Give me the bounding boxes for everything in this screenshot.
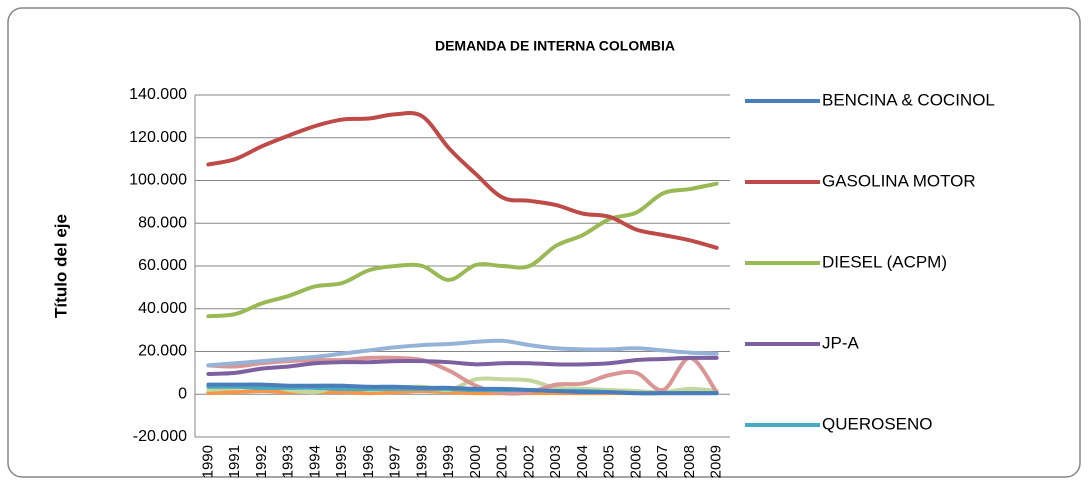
series-line: [206, 111, 719, 250]
legend-label: DIESEL (ACPM): [822, 252, 947, 271]
legend-label: GASOLINA MOTOR: [822, 171, 976, 190]
y-tick-label: 60.000: [138, 257, 187, 274]
series-line: [206, 376, 719, 395]
chart-title: DEMANDA DE INTERNA COLOMBIA: [435, 38, 675, 54]
y-tick-label: 140.000: [129, 86, 187, 103]
x-tick-label: 2009: [708, 445, 725, 478]
x-tick-label: 2005: [601, 445, 618, 478]
x-tick-label: 2001: [494, 445, 511, 478]
x-tick-label: 1992: [253, 445, 270, 478]
y-tick-label: 120.000: [129, 129, 187, 146]
series-line: [206, 181, 719, 319]
x-tick-label: 1993: [280, 445, 297, 478]
x-tick-label: 1999: [440, 445, 457, 478]
x-tick-label: 2004: [574, 445, 591, 478]
y-tick-label: 20.000: [138, 343, 187, 360]
y-axis-title: Título del eje: [51, 214, 70, 318]
x-tick-label: 1995: [333, 445, 350, 478]
legend-label: QUEROSENO: [822, 414, 933, 433]
y-tick-label: 100.000: [129, 172, 187, 189]
series-line: [206, 355, 719, 376]
series-line: [206, 382, 719, 396]
chart-frame: [7, 7, 1081, 478]
series-line: [206, 338, 719, 368]
x-tick-label: 2000: [467, 445, 484, 478]
y-tick-label: 80.000: [138, 214, 187, 231]
x-tick-label: 2002: [520, 445, 537, 478]
x-tick-label: 1991: [226, 445, 243, 478]
x-tick-label: 2006: [627, 445, 644, 478]
legend-label: BENCINA & COCINOL: [822, 90, 995, 109]
series-line: [206, 355, 719, 396]
x-tick-label: 2007: [654, 445, 671, 478]
x-tick-label: 1990: [199, 445, 216, 478]
x-tick-label: 2008: [681, 445, 698, 478]
x-tick-label: 1994: [306, 445, 323, 478]
legend-label: JP-A: [822, 333, 860, 352]
x-tick-label: 1996: [360, 445, 377, 478]
x-tick-label: 2003: [547, 445, 564, 478]
x-tick-label: 1998: [413, 445, 430, 478]
y-tick-label: -20.000: [133, 428, 187, 445]
y-tick-label: 0: [178, 385, 187, 402]
y-tick-label: 40.000: [138, 300, 187, 317]
x-tick-label: 1997: [387, 445, 404, 478]
